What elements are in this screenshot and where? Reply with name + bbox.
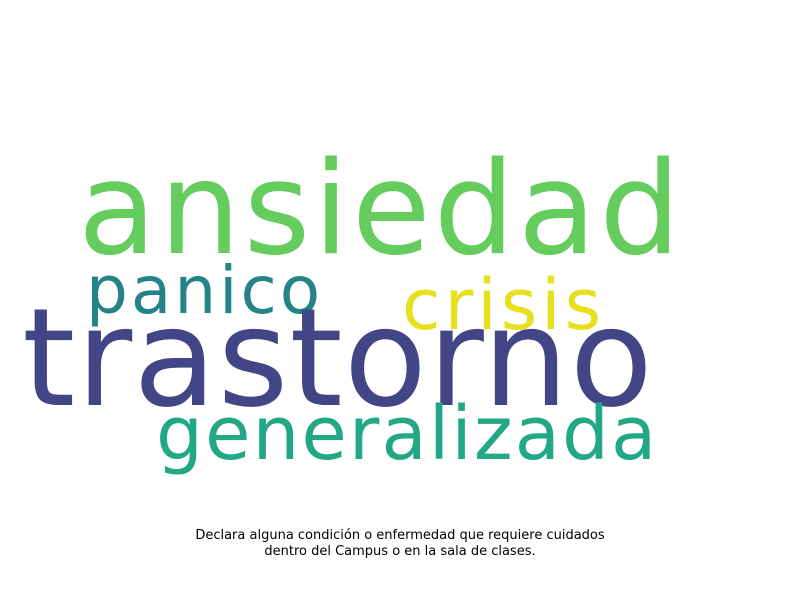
word-ansiedad: ansiedad	[78, 135, 684, 284]
word-panico: panico	[86, 252, 324, 329]
word-generalizada: generalizada	[156, 391, 659, 477]
caption-line-2: dentro del Campus o en la sala de clases…	[264, 544, 536, 559]
caption-line-1: Declara alguna condición o enfermedad qu…	[195, 528, 605, 543]
word-trastorno: trastorno	[22, 280, 654, 438]
word-crisis: crisis	[402, 264, 606, 346]
figure-caption: Declara alguna condición o enfermedad qu…	[0, 528, 800, 560]
